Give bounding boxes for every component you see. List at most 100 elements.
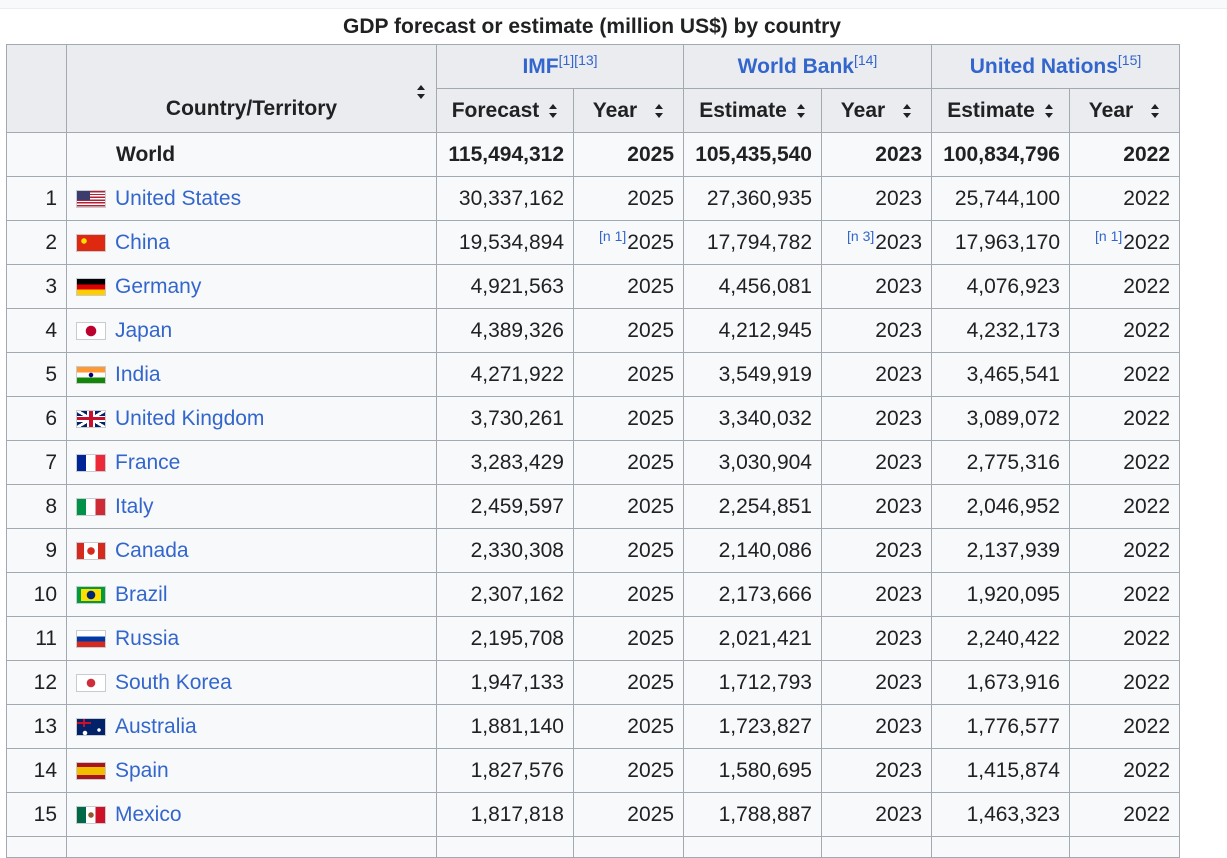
country-header[interactable]: Country/Territory [66,44,437,133]
de-flag-icon[interactable] [76,277,106,296]
country-link[interactable]: South Korea [115,670,232,694]
page-top-strip [0,0,1227,9]
imf-value-cell: 2,459,597 [436,484,574,529]
un-estimate-header[interactable]: Estimate [931,88,1070,133]
country-link[interactable]: Russia [115,626,180,650]
un-value-cell: 1,920,095 [931,572,1070,617]
rank-cell: 14 [6,748,67,793]
es-flag-icon[interactable] [76,761,106,780]
un-year: 2022 [1123,362,1170,386]
jp-flag-icon[interactable] [76,321,106,340]
imf-year-header[interactable]: Year [573,88,684,133]
table-row: 3 Germany 4,921,563 2025 4,456,081 2023 4,076,… [6,264,1180,309]
mx-flag-icon[interactable] [76,805,106,824]
un-year: 2022 [1123,450,1170,474]
rank-cell: 3 [6,264,67,309]
table-row: 11 Russia 2,195,708 2025 2,021,421 2023 2,240,… [6,616,1180,661]
un-year: 2022 [1123,670,1170,694]
wb-year-cell: 2023 [821,264,932,309]
ru-flag-icon[interactable] [76,629,106,648]
un-value-cell: 1,415,874 [931,748,1070,793]
sort-imf-year-icon[interactable] [655,103,664,118]
country-link[interactable]: France [115,450,181,474]
country-link[interactable]: Canada [115,538,189,562]
un-link[interactable]: United Nations [969,54,1118,78]
country-link[interactable]: United Kingdom [115,406,265,430]
imf-year-cell: 2025 [573,308,684,353]
un-year-cell: 2022 [1069,484,1180,529]
country-link[interactable]: India [115,362,161,386]
au-flag-icon[interactable] [76,717,106,736]
world-un-value: 100,834,796 [931,132,1070,177]
table-row: 9 Canada 2,330,308 2025 2,140,086 2023 2,137,9… [6,528,1180,573]
imf-value-cell: 2,307,162 [436,572,574,617]
un-value-cell: 1,776,577 [931,704,1070,749]
wb-year-cell: 2023 [821,704,932,749]
imf-year: 2025 [627,274,674,298]
imf-link[interactable]: IMF [522,54,559,78]
it-flag-icon[interactable] [76,497,106,516]
fr-flag-icon[interactable] [76,453,106,472]
country-link[interactable]: Australia [115,714,197,738]
partial-cell [821,836,932,858]
wb-estimate-header[interactable]: Estimate [683,88,822,133]
imf-value-cell: 2,195,708 [436,616,574,661]
imf-footnote-link[interactable]: [n 1] [599,227,627,244]
country-link[interactable]: Spain [115,758,169,782]
gdp-table: Country/Territory IMF[1][13] World Bank[… [6,44,1180,858]
un-value-cell: 4,232,173 [931,308,1070,353]
country-link[interactable]: Germany [115,274,202,298]
ca-flag-icon[interactable] [76,541,106,560]
wb-value-cell: 2,021,421 [683,616,822,661]
country-cell: China [66,220,437,265]
sort-wb-year-icon[interactable] [903,103,912,118]
sort-imf-forecast-icon[interactable] [549,103,558,118]
un-year-cell: 2022 [1069,396,1180,441]
world-bank-refs[interactable]: [14] [853,51,878,68]
imf-year-cell: 2025 [573,528,684,573]
imf-forecast-header[interactable]: Forecast [436,88,574,133]
country-header-label: Country/Territory [165,96,338,120]
br-flag-icon[interactable] [76,585,106,604]
wb-year-cell: 2023 [821,308,932,353]
table-row: 5 India 4,271,922 2025 3,549,919 2023 3,465,54… [6,352,1180,397]
world-bank-link[interactable]: World Bank [737,54,854,78]
gb-flag-icon[interactable] [76,409,106,428]
in-flag-icon[interactable] [76,365,106,384]
country-cell: Spain [66,748,437,793]
sort-wb-estimate-icon[interactable] [796,103,806,118]
un-year: 2022 [1123,758,1170,782]
un-year-header[interactable]: Year [1069,88,1180,133]
country-link[interactable]: China [115,230,170,254]
cn-flag-icon[interactable] [76,233,106,252]
country-link[interactable]: Brazil [115,582,168,606]
un-value-cell: 4,076,923 [931,264,1070,309]
wb-year-header[interactable]: Year [821,88,932,133]
un-refs[interactable]: [15] [1117,51,1142,68]
country-link[interactable]: Mexico [115,802,182,826]
country-link[interactable]: Italy [115,494,154,518]
country-link[interactable]: United States [115,186,242,210]
country-link[interactable]: Japan [115,318,173,342]
wb-footnote-link[interactable]: [n 3] [847,227,875,244]
wb-year-cell: 2023 [821,748,932,793]
wb-value-cell: 2,173,666 [683,572,822,617]
imf-refs[interactable]: [1][13] [558,51,598,68]
world-wb-value: 105,435,540 [683,132,822,177]
wb-year-cell: 2023 [821,660,932,705]
sort-un-estimate-icon[interactable] [1044,103,1054,118]
un-year: 2022 [1123,626,1170,650]
imf-value-cell: 4,389,326 [436,308,574,353]
sort-un-year-icon[interactable] [1151,103,1160,118]
sort-country-icon[interactable] [417,85,426,99]
imf-value-cell: 19,534,894 [436,220,574,265]
un-value-cell: 3,089,072 [931,396,1070,441]
un-year-cell: 2022 [1069,308,1180,353]
wb-value-cell: 2,254,851 [683,484,822,529]
imf-year: 2025 [627,186,674,210]
us-flag-icon[interactable] [76,189,106,208]
wb-estimate-label: Estimate [699,98,787,122]
un-footnote-link[interactable]: [n 1] [1095,227,1123,244]
kr-flag-icon[interactable] [76,673,106,692]
rank-cell: 5 [6,352,67,397]
